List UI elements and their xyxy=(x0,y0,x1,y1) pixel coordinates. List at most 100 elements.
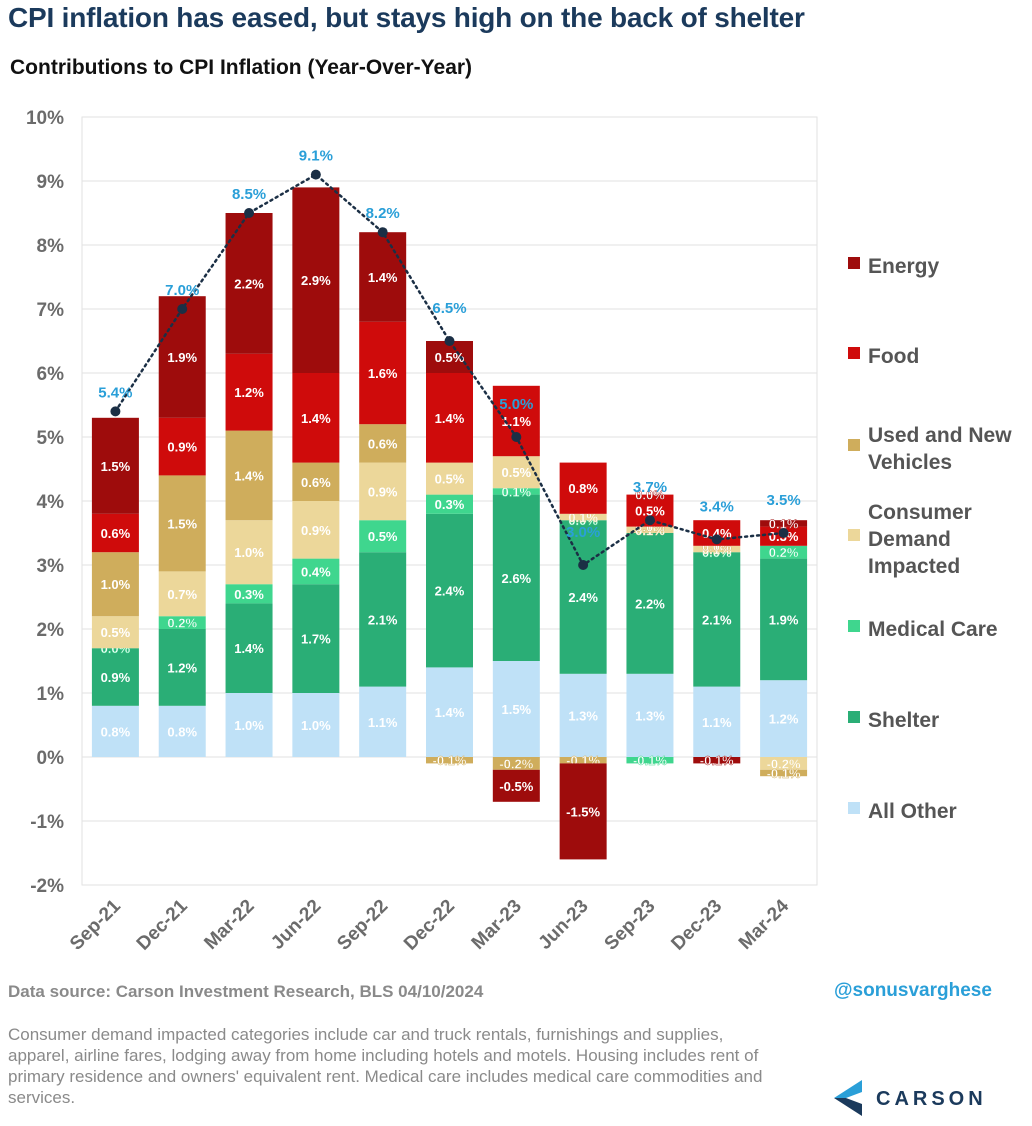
bar-segment xyxy=(91,705,139,757)
data-label: 1.0% xyxy=(234,718,264,733)
x-tick-label: Sep-23 xyxy=(601,896,660,955)
data-label: 2.4% xyxy=(435,584,465,599)
total-cpi-label: 8.2% xyxy=(366,205,400,222)
bar-segment xyxy=(426,373,473,463)
bar-segment xyxy=(359,462,407,521)
carson-logo-icon xyxy=(834,1080,862,1116)
data-label: 1.4% xyxy=(435,411,465,426)
total-cpi-marker xyxy=(444,336,455,346)
bar-segment xyxy=(158,629,206,706)
legend-swatch xyxy=(848,347,860,359)
data-label: 2.2% xyxy=(635,596,665,611)
x-tick-label: Jun-23 xyxy=(535,896,593,954)
data-label: 0.5% xyxy=(501,465,531,480)
data-label: 1.4% xyxy=(435,705,465,720)
total-cpi-marker xyxy=(778,528,789,538)
bar-segment xyxy=(693,552,741,687)
total-cpi-label: 3.0% xyxy=(566,524,600,541)
bar-segment xyxy=(292,584,340,693)
total-cpi-label: 5.0% xyxy=(499,396,533,413)
total-cpi-marker xyxy=(511,432,522,442)
data-label: 1.9% xyxy=(167,350,197,365)
bar-segment xyxy=(760,545,808,559)
data-label: 2.1% xyxy=(368,612,398,627)
total-cpi-line xyxy=(114,173,785,567)
bar-segment xyxy=(292,373,340,463)
data-label: 0.8% xyxy=(167,724,197,739)
author-handle: @sonusvarghese xyxy=(834,980,992,1001)
data-label: 0.5% xyxy=(435,472,465,487)
data-label: 1.7% xyxy=(301,632,331,647)
y-tick-label: 0% xyxy=(37,748,65,769)
bar-segment xyxy=(359,552,407,687)
bar-segment xyxy=(492,661,540,757)
data-label: 0.6% xyxy=(101,526,131,541)
data-label: 2.4% xyxy=(568,590,598,605)
bar-segment xyxy=(559,763,607,860)
data-label: 0.2% xyxy=(769,545,799,560)
data-label: 0.2% xyxy=(167,616,197,631)
y-tick-label: 9% xyxy=(37,172,65,193)
bar-segment xyxy=(91,552,139,617)
bar-segment xyxy=(359,321,407,425)
data-label: 2.1% xyxy=(702,612,732,627)
bar-segment xyxy=(292,558,340,585)
data-label: 0.0% xyxy=(635,488,665,503)
data-label: -0.5% xyxy=(499,779,533,794)
page-title: CPI inflation has eased, but stays high … xyxy=(8,2,805,33)
bar-segment xyxy=(760,757,808,770)
data-label: 0.3% xyxy=(435,497,465,512)
bar-segment xyxy=(292,693,340,757)
bar-segment xyxy=(426,757,473,764)
bar-segment xyxy=(559,757,607,764)
bar-segment xyxy=(292,501,340,559)
total-cpi-marker xyxy=(711,534,722,545)
bar-segment xyxy=(225,353,273,431)
data-label: 0.9% xyxy=(167,440,197,455)
bar-segment xyxy=(158,417,206,476)
chart-subtitle: Contributions to CPI Inflation (Year-Ove… xyxy=(10,56,473,79)
data-label: 0.6% xyxy=(368,436,398,451)
data-label: -1.5% xyxy=(566,804,600,819)
data-label: 1.4% xyxy=(301,411,331,426)
data-label: 1.0% xyxy=(234,545,264,560)
legend-swatch xyxy=(848,529,860,541)
data-label: -0.1% xyxy=(700,753,734,768)
data-label: 2.9% xyxy=(301,273,331,288)
bar-segment xyxy=(292,187,340,373)
bar-segment xyxy=(492,757,540,770)
x-tick-label: Mar-24 xyxy=(735,895,793,953)
total-cpi-label: 9.1% xyxy=(299,148,333,165)
legend-swatch xyxy=(848,620,860,632)
bar-segment xyxy=(492,494,540,661)
total-cpi-marker xyxy=(244,208,255,218)
bar-segment xyxy=(492,385,540,457)
bar-segment xyxy=(91,648,139,706)
bar-segment xyxy=(359,686,407,757)
legend-label: Consumer Demand Impacted xyxy=(868,501,972,578)
bar-segment xyxy=(760,680,808,757)
bar-segment xyxy=(158,296,206,418)
data-label: -0.2% xyxy=(767,756,801,771)
bar-segment xyxy=(760,769,808,777)
data-label: 0.5% xyxy=(101,625,131,640)
total-cpi-label: 3.4% xyxy=(700,498,734,515)
total-cpi-marker xyxy=(644,515,655,526)
total-cpi-label: 8.5% xyxy=(232,186,266,203)
bar-segment xyxy=(492,456,540,489)
legend-label: Medical Care xyxy=(868,618,998,641)
data-label: 2.2% xyxy=(234,276,264,291)
data-label: 0.1% xyxy=(769,516,799,531)
data-label: 1.1% xyxy=(702,715,732,730)
bar-segment xyxy=(426,341,473,373)
data-label: -0.2% xyxy=(499,756,533,771)
total-cpi-marker xyxy=(177,304,188,314)
data-label: 0.9% xyxy=(301,523,331,538)
data-label: 1.1% xyxy=(368,715,398,730)
x-tick-label: Dec-23 xyxy=(667,896,726,955)
legend-swatch xyxy=(848,802,860,814)
bar-segment xyxy=(559,462,607,514)
y-tick-label: -1% xyxy=(30,812,64,833)
bar-segment xyxy=(225,520,273,585)
bar-segment xyxy=(225,430,273,521)
